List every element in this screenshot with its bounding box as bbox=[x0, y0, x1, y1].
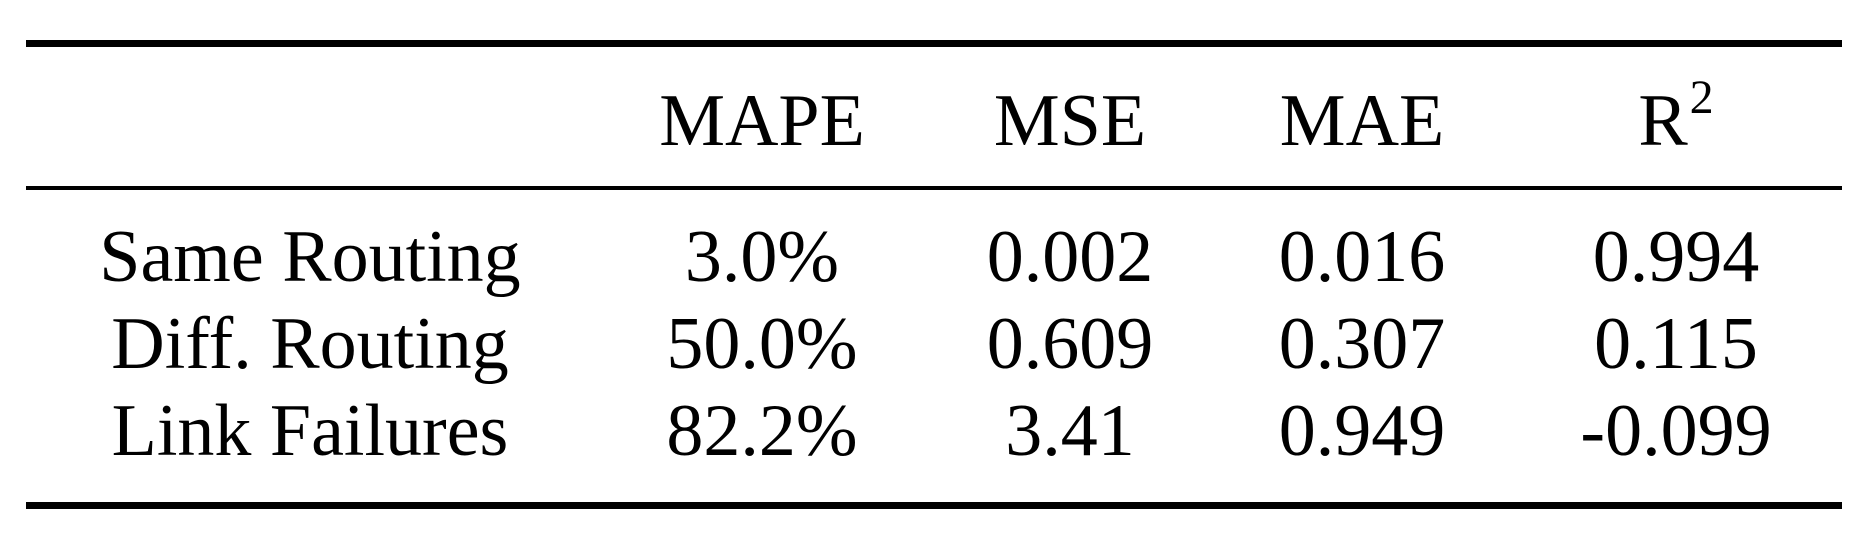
cell-mae: 0.949 bbox=[1278, 390, 1446, 472]
header-r2-superscript: 2 bbox=[1689, 71, 1714, 124]
row-label: Diff. Routing bbox=[111, 303, 509, 385]
header-mape: MAPE bbox=[659, 80, 865, 162]
cell-r2: 0.994 bbox=[1592, 216, 1760, 298]
cell-mae: 0.307 bbox=[1278, 303, 1446, 385]
cell-mape: 3.0% bbox=[684, 216, 840, 298]
cell-r2: 0.115 bbox=[1594, 303, 1758, 385]
cell-mse: 3.41 bbox=[1005, 390, 1135, 472]
table-top-rule bbox=[26, 40, 1842, 47]
header-r2-base: R bbox=[1638, 80, 1688, 162]
row-label: Link Failures bbox=[111, 390, 509, 472]
row-label: Same Routing bbox=[99, 216, 521, 298]
header-mse: MSE bbox=[993, 80, 1147, 162]
cell-mape: 82.2% bbox=[666, 390, 858, 472]
header-r2: R2 bbox=[1638, 74, 1713, 159]
table-bottom-rule bbox=[26, 502, 1842, 509]
results-table: MAPE MSE MAE R2 Same Routing 3.0% 0.002 … bbox=[26, 40, 1842, 516]
cell-mape: 50.0% bbox=[666, 303, 858, 385]
table-mid-rule bbox=[26, 186, 1842, 190]
cell-mse: 0.002 bbox=[986, 216, 1154, 298]
cell-r2: -0.099 bbox=[1580, 390, 1772, 472]
cell-mae: 0.016 bbox=[1278, 216, 1446, 298]
header-mae: MAE bbox=[1279, 80, 1445, 162]
cell-mse: 0.609 bbox=[986, 303, 1154, 385]
